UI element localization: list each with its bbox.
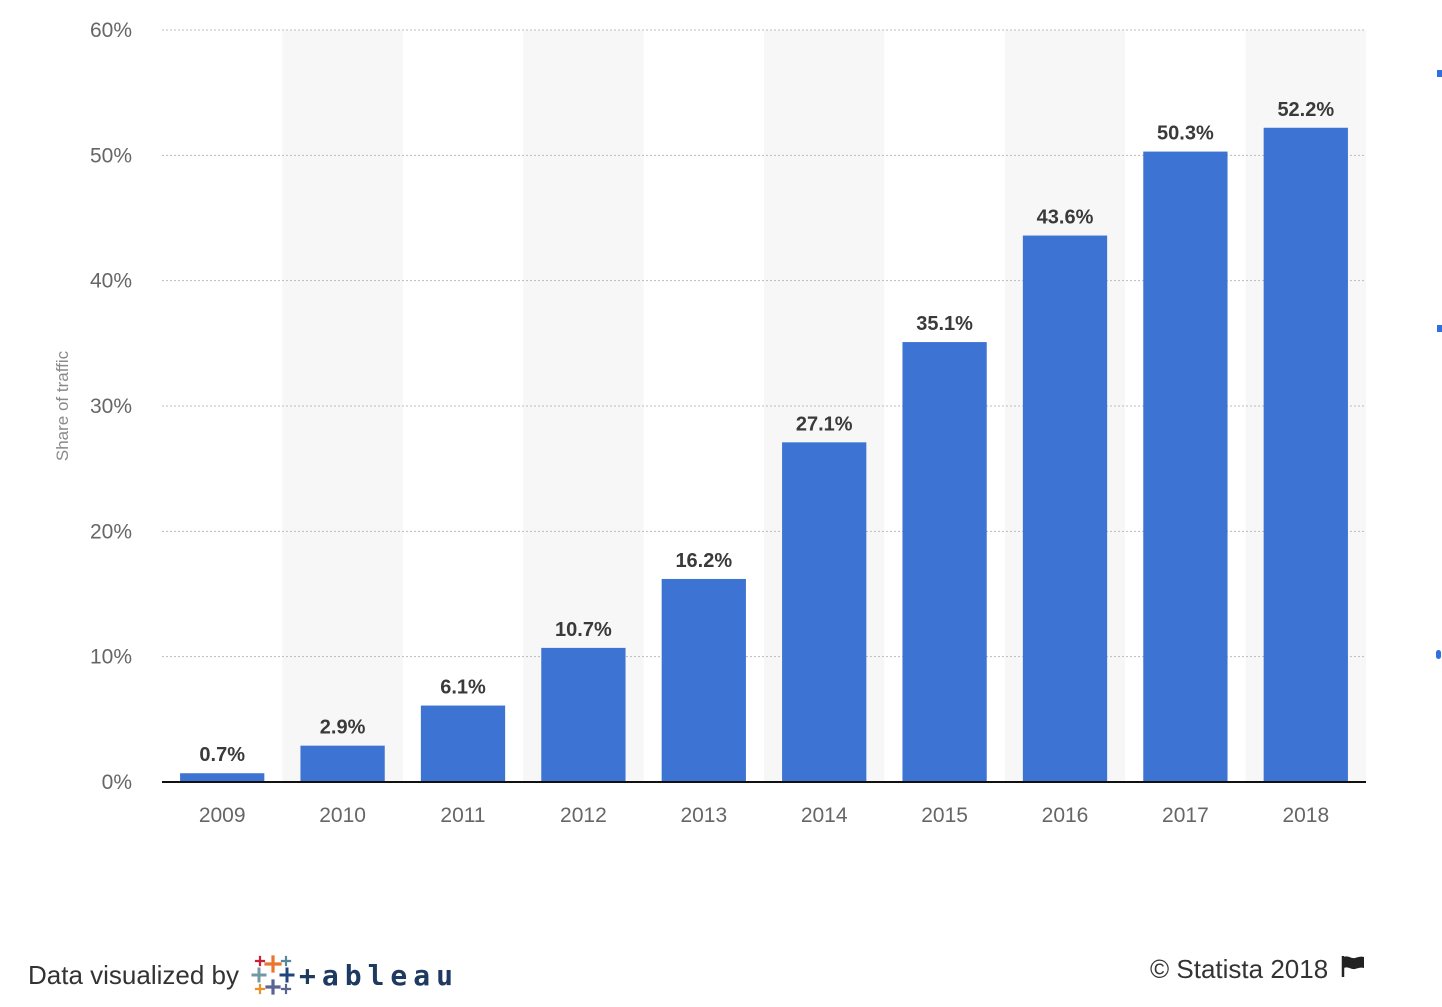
tableau-wordmark: +ableau bbox=[299, 958, 460, 992]
y-tick-label: 40% bbox=[90, 270, 132, 293]
x-tick-label: 2018 bbox=[1282, 804, 1329, 827]
side-panel-edge bbox=[1436, 0, 1442, 1007]
bar-value-label: 16.2% bbox=[675, 550, 732, 572]
x-tick-label: 2009 bbox=[199, 804, 246, 827]
bar-2015 bbox=[902, 342, 987, 782]
x-tick-label: 2011 bbox=[440, 804, 485, 827]
bar-value-label: 52.2% bbox=[1277, 99, 1334, 121]
bar-value-label: 0.7% bbox=[199, 744, 245, 766]
x-tick-label: 2015 bbox=[921, 804, 968, 827]
y-tick-label: 60% bbox=[90, 19, 132, 42]
footer-credit: Data visualized by +ableau bbox=[28, 953, 459, 997]
tableau-logo[interactable]: +ableau bbox=[251, 953, 459, 997]
bar-value-label: 27.1% bbox=[796, 413, 853, 435]
bar-value-label: 43.6% bbox=[1037, 207, 1094, 229]
footer-source: © Statista 2018 bbox=[1150, 953, 1366, 985]
x-tick-label: 2016 bbox=[1042, 804, 1089, 827]
x-tick-label: 2013 bbox=[680, 804, 727, 827]
side-accent-mark bbox=[1436, 650, 1441, 659]
bar-2011 bbox=[420, 705, 506, 782]
x-tick-label: 2017 bbox=[1162, 804, 1209, 827]
bar-2013 bbox=[661, 578, 746, 782]
bar-2017 bbox=[1143, 151, 1228, 782]
side-accent-mark bbox=[1437, 70, 1442, 77]
y-tick-label: 50% bbox=[90, 144, 132, 167]
x-tick-label: 2010 bbox=[319, 804, 366, 827]
y-tick-label: 20% bbox=[90, 520, 132, 543]
visualized-by-text: Data visualized by bbox=[28, 959, 239, 990]
bar-value-label: 10.7% bbox=[555, 619, 612, 641]
bar-2016 bbox=[1022, 235, 1108, 783]
x-tick-label: 2012 bbox=[560, 804, 607, 827]
bar-2014 bbox=[782, 442, 867, 782]
y-tick-label: 10% bbox=[90, 646, 132, 669]
bar-2018 bbox=[1263, 127, 1348, 782]
bar-value-label: 6.1% bbox=[440, 677, 486, 699]
bar-2012 bbox=[541, 647, 626, 782]
bar-2010 bbox=[300, 745, 385, 782]
tableau-logo-icon bbox=[251, 955, 295, 995]
side-accent-mark bbox=[1437, 325, 1442, 332]
x-tick-label: 2014 bbox=[801, 804, 848, 827]
bar-value-label: 50.3% bbox=[1157, 123, 1214, 145]
bar-chart: 0% 10% 20% 30% 40% 50% 60% Share of traffic 0.7%… bbox=[53, 19, 1366, 827]
bar-2009 bbox=[180, 773, 265, 782]
y-tick-label: 0% bbox=[102, 771, 132, 794]
bar-value-label: 2.9% bbox=[320, 717, 366, 739]
bar-value-label: 35.1% bbox=[916, 313, 973, 335]
copyright-text[interactable]: © Statista 2018 bbox=[1150, 953, 1329, 984]
y-tick-label: 30% bbox=[90, 395, 132, 418]
flag-icon[interactable] bbox=[1340, 954, 1366, 985]
y-axis-title: Share of traffic bbox=[53, 350, 72, 461]
